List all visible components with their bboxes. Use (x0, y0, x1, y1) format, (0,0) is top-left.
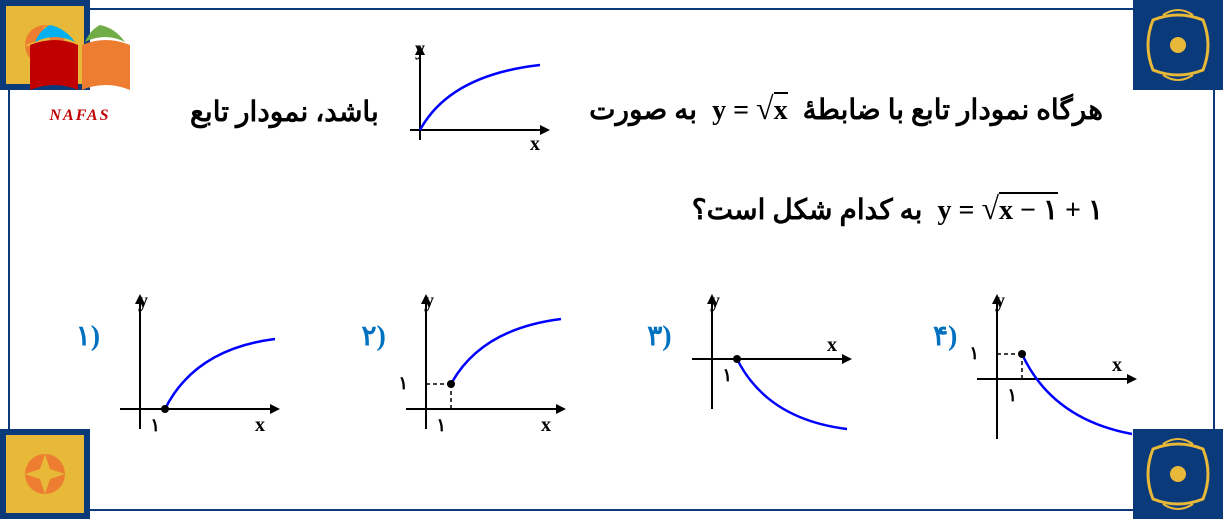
svg-text:y: y (424, 290, 434, 312)
option-1-label: (۱ (76, 319, 100, 353)
option-4-label: (۴ (933, 319, 957, 353)
svg-text:x: x (255, 414, 265, 436)
svg-text:۱: ۱ (398, 373, 408, 393)
svg-text:x: x (827, 334, 837, 356)
option-2[interactable]: (۲ ۱ ۱ y x (361, 289, 575, 459)
option-3[interactable]: (۳ ۱ y x (647, 289, 861, 459)
logo: NAFAS (20, 20, 140, 120)
svg-text:۱: ۱ (722, 365, 732, 385)
formula-transformed: y = √x − ۱ + ۱ (937, 190, 1103, 227)
option-3-label: (۳ (647, 319, 671, 353)
logo-book-icon (20, 20, 140, 100)
svg-text:y: y (710, 290, 720, 312)
question-text-2: y = √x − ۱ + ۱ به کدام شکل است؟ (692, 190, 1103, 227)
options-container: (۱ ۱ y x (۲ (0, 289, 1223, 459)
question-text-1: هرگاه نمودار تابع با ضابطهٔ y = √x به صو… (589, 90, 1103, 127)
formula-sqrt-x: y = √x (712, 90, 788, 127)
question-text-1b: باشد، نمودار تابع (190, 95, 379, 129)
svg-text:x: x (1112, 354, 1122, 376)
svg-text:۱: ۱ (970, 343, 980, 363)
option-1[interactable]: (۱ ۱ y x (76, 289, 290, 459)
svg-text:x: x (530, 133, 540, 155)
corner-ornament-tr (1133, 0, 1223, 90)
svg-text:y: y (995, 290, 1005, 312)
reference-graph: y x (380, 40, 560, 160)
option-2-graph: ۱ ۱ y x (396, 289, 576, 459)
svg-text:۱: ۱ (436, 415, 446, 435)
option-1-graph: ۱ y x (110, 289, 290, 459)
option-2-label: (۲ (361, 319, 385, 353)
svg-text:x: x (541, 414, 551, 436)
option-4-graph: ۱ ۱ y x (967, 289, 1147, 459)
svg-text:۱: ۱ (150, 415, 160, 435)
logo-text: NAFAS (20, 107, 140, 125)
svg-text:y: y (415, 40, 425, 60)
option-3-graph: ۱ y x (682, 289, 862, 459)
option-4[interactable]: (۴ ۱ ۱ y x (933, 289, 1147, 459)
svg-text:۱: ۱ (1008, 385, 1018, 405)
svg-text:y: y (138, 290, 148, 312)
